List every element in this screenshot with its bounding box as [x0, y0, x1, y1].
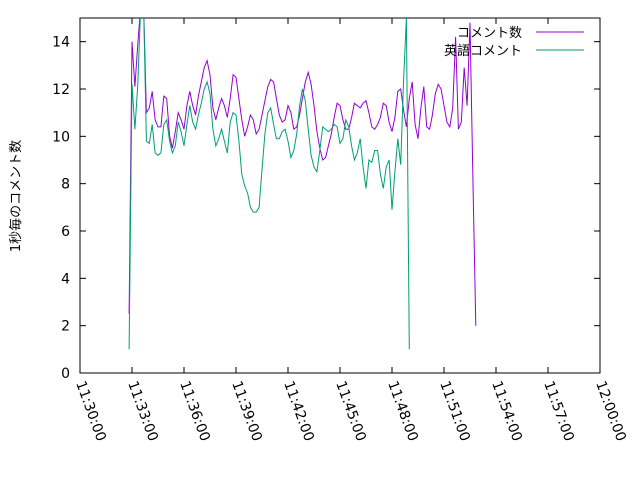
- y-tick-label: 10: [52, 129, 70, 145]
- y-tick-label: 2: [61, 319, 70, 335]
- x-tick-label: 11:48:00: [384, 379, 421, 444]
- plot-frame: [79, 17, 601, 374]
- y-tick-label: 14: [52, 35, 70, 51]
- axes: 0 2 4 6 8 10 12 14 11:30:00 11:33:00 11:36:00 11:39…: [52, 17, 629, 444]
- series-line-1: [128, 18, 477, 326]
- legend-label-2: 英語コメント: [444, 43, 522, 59]
- x-tick-label: 11:42:00: [280, 379, 317, 444]
- x-tick-label: 11:30:00: [72, 379, 109, 444]
- x-tick-label: 11:36:00: [176, 379, 213, 444]
- legend-label-1: コメント数: [457, 26, 522, 41]
- y-axis-label: 1秒毎のコメント数: [8, 140, 24, 252]
- y-tick-label: 8: [61, 177, 70, 193]
- y-tick-label: 4: [61, 271, 70, 287]
- x-tick-label: 11:33:00: [124, 379, 161, 444]
- x-tick-label: 11:39:00: [228, 379, 265, 444]
- series-line-2: [128, 18, 410, 350]
- y-tick-label: 12: [52, 82, 70, 98]
- series-layer: [128, 18, 477, 350]
- x-tick-label: 11:57:00: [540, 379, 577, 444]
- x-tick-label: 12:00:00: [592, 379, 629, 444]
- x-tick-label: 11:45:00: [332, 379, 369, 444]
- x-tick-label: 11:51:00: [436, 379, 473, 444]
- y-tick-label: 0: [61, 366, 70, 382]
- x-tick-label: 11:54:00: [488, 379, 525, 444]
- y-tick-label: 6: [61, 224, 70, 240]
